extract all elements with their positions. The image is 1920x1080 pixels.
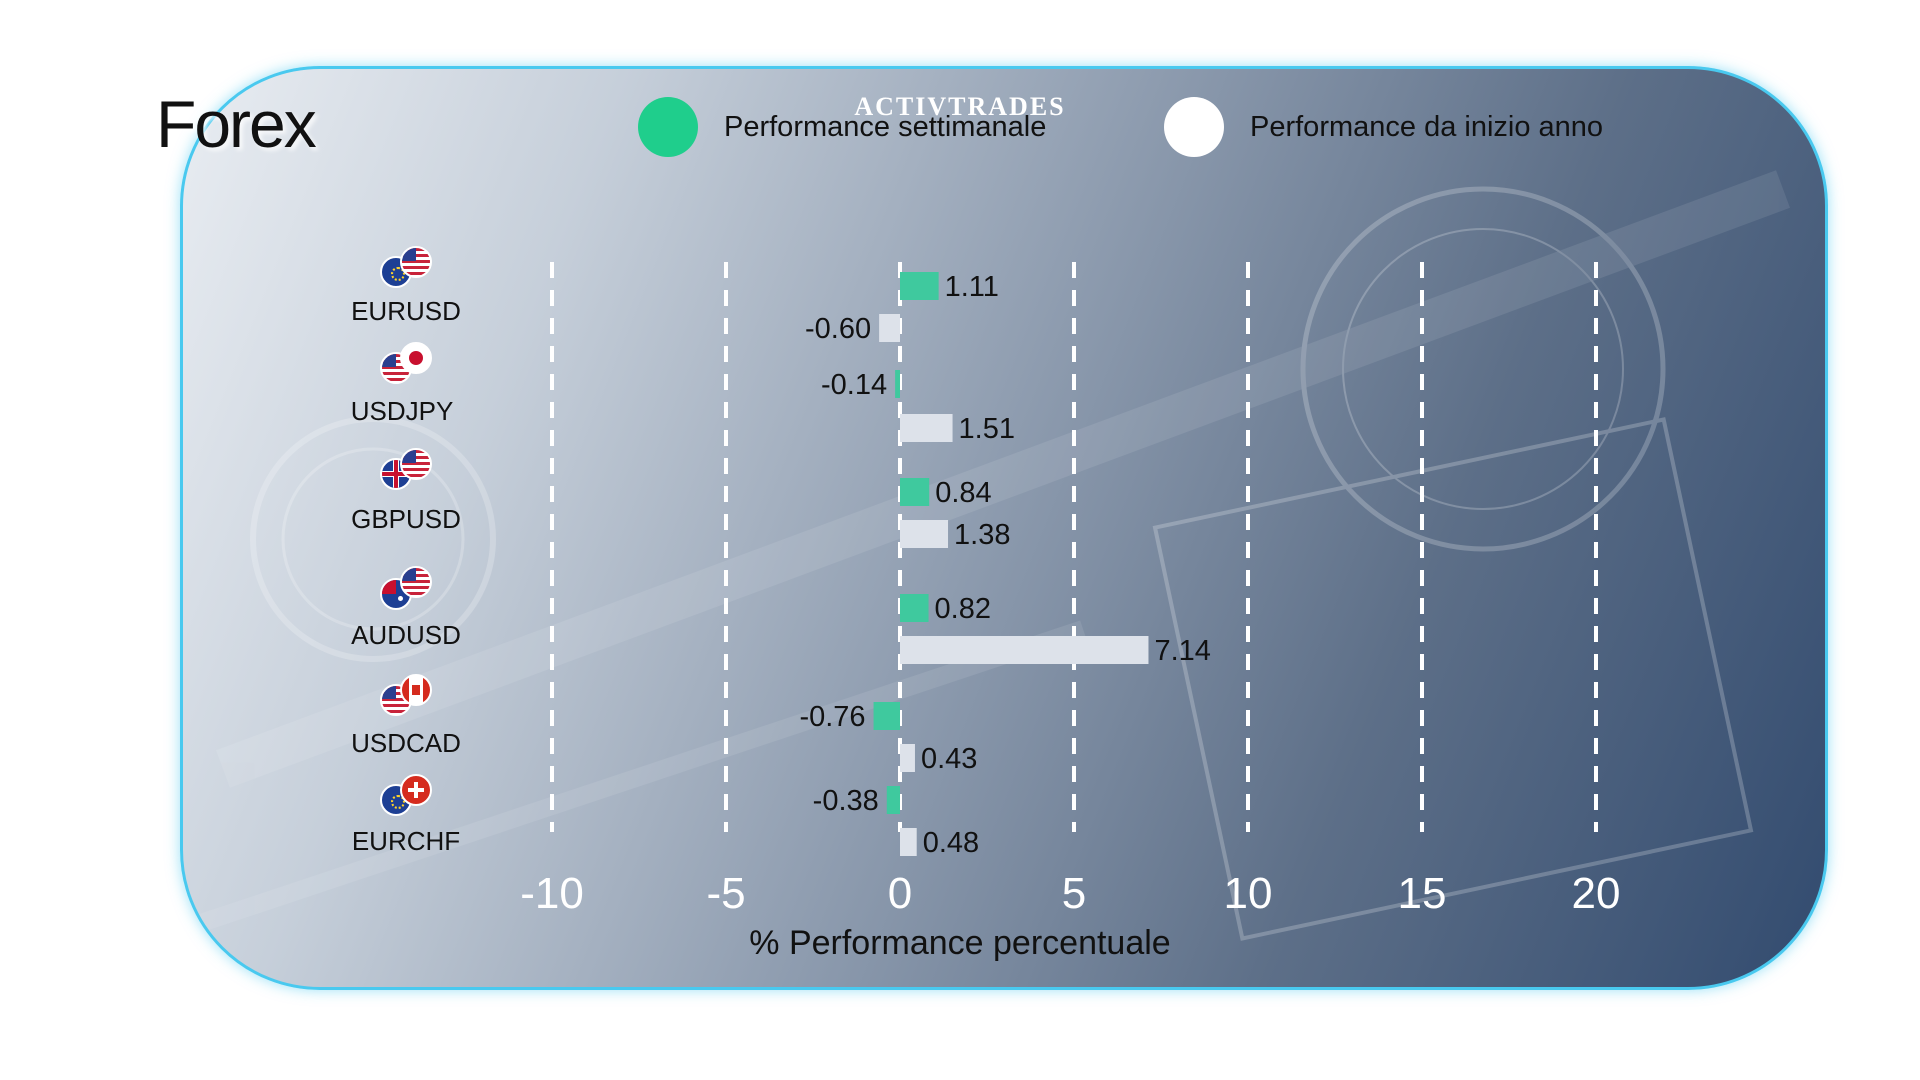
eu-flag-icon — [380, 784, 412, 816]
us-flag-icon — [400, 246, 432, 278]
pair-label-usdcad: USDCAD — [351, 728, 461, 758]
pair-label-eurchf: EURCHF — [351, 826, 461, 856]
pair-label-eurusd: EURUSD — [351, 296, 461, 326]
ytd-bar-gbpusd — [900, 520, 949, 548]
pair-label-gbpusd: GBPUSD — [351, 504, 461, 534]
weekly-bar-usdjpy — [895, 370, 900, 398]
x-tick-label: 5 — [1062, 869, 1086, 918]
weekly-bar-gbpusd — [900, 478, 930, 506]
us-flag-icon — [400, 448, 432, 480]
ch-flag-icon — [400, 774, 432, 806]
us-flag-icon — [400, 566, 432, 598]
chart-card — [180, 66, 1828, 990]
x-tick-label: -10 — [520, 869, 584, 918]
activtrades-logo: ACTIVTRADES — [854, 92, 1066, 121]
ytd-value-label-usdjpy: 1.51 — [959, 413, 1015, 445]
legend-weekly: Performance settimanale — [638, 96, 1046, 158]
weekly-value-label-audusd: 0.82 — [935, 593, 991, 625]
x-tick-label: -5 — [706, 869, 745, 918]
white-circle-icon — [1164, 97, 1224, 157]
legend-ytd-label: Performance da inizio anno — [1250, 110, 1604, 143]
ytd-value-label-gbpusd: 1.38 — [954, 519, 1010, 551]
x-tick-label: 0 — [888, 869, 912, 918]
weekly-value-label-eurchf: -0.38 — [813, 785, 879, 817]
weekly-value-label-usdcad: -0.76 — [799, 701, 865, 733]
weekly-value-label-gbpusd: 0.84 — [935, 477, 991, 509]
green-circle-icon — [638, 97, 698, 157]
ytd-value-label-usdcad: 0.43 — [921, 743, 977, 775]
pair-label-audusd: AUDUSD — [351, 620, 461, 650]
ytd-bar-eurusd — [879, 314, 900, 342]
banknote-background — [183, 170, 1790, 941]
ytd-value-label-eurchf: 0.48 — [923, 827, 979, 859]
weekly-value-label-usdjpy: -0.14 — [821, 369, 887, 401]
weekly-bar-usdcad — [873, 702, 900, 730]
chart-title: Forex — [156, 87, 317, 161]
weekly-bar-eurusd — [900, 272, 939, 300]
x-axis-title: % Performance percentuale — [749, 924, 1171, 962]
ytd-bar-audusd — [900, 636, 1149, 664]
ytd-bar-eurchf — [900, 828, 917, 856]
ytd-value-label-eurusd: -0.60 — [805, 313, 871, 345]
ca-flag-icon — [400, 674, 432, 706]
legend-weekly-label: Performance settimanale — [724, 110, 1047, 143]
weekly-value-label-eurusd: 1.11 — [945, 271, 999, 303]
legend-ytd: Performance da inizio anno — [1164, 96, 1603, 158]
weekly-bar-audusd — [900, 594, 929, 622]
ytd-bar-usdjpy — [900, 414, 953, 442]
pair-label-usdjpy: USDJPY — [350, 396, 454, 426]
ytd-bar-usdcad — [900, 744, 915, 772]
ytd-value-label-audusd: 7.14 — [1154, 635, 1210, 667]
x-tick-label: 15 — [1398, 869, 1447, 918]
x-tick-label: 20 — [1572, 869, 1621, 918]
jp-flag-icon — [400, 342, 432, 374]
x-tick-label: 10 — [1224, 869, 1273, 918]
weekly-bar-eurchf — [886, 786, 900, 814]
